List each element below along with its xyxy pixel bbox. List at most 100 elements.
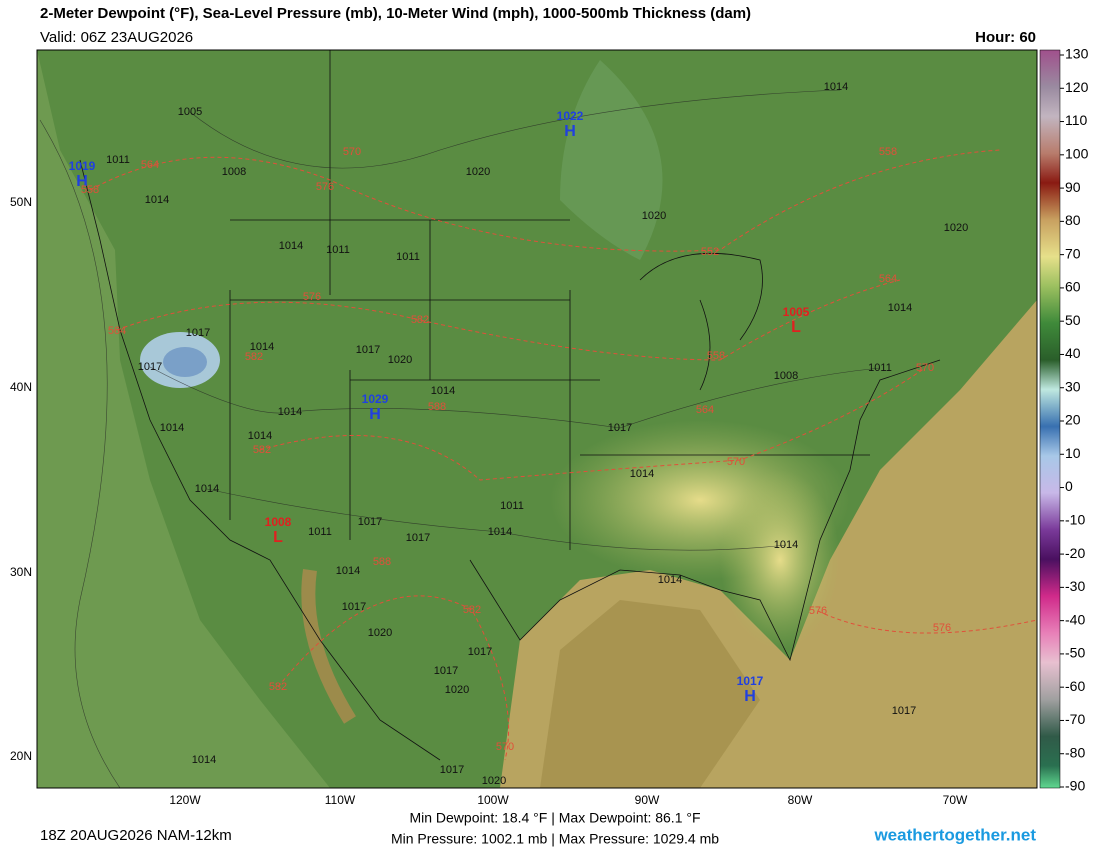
colorbar-label: 20 xyxy=(1065,412,1081,428)
center-letter: H xyxy=(76,173,88,190)
isobar-label: 1020 xyxy=(642,210,666,222)
center-value: 1017 xyxy=(737,674,764,688)
colorbar-label: 100 xyxy=(1065,146,1089,162)
isobar-label: 1020 xyxy=(445,684,469,696)
isobar-label: 1017 xyxy=(186,327,210,339)
colorbar-label: 30 xyxy=(1065,378,1081,394)
colorbar-label: 0 xyxy=(1065,478,1073,494)
colorbar-label: -40 xyxy=(1065,611,1085,627)
isobar-label: 1011 xyxy=(106,154,130,166)
colorbar-label: 90 xyxy=(1065,179,1081,195)
isobar-label: 1011 xyxy=(868,362,892,374)
thickness-label: 570 xyxy=(496,741,514,753)
thickness-label: 582 xyxy=(253,444,271,456)
center-letter: L xyxy=(273,529,283,546)
lat-label: 50N xyxy=(10,195,32,209)
map-frame xyxy=(36,49,1038,789)
thickness-label: 576 xyxy=(303,291,321,303)
isobar-label: 1014 xyxy=(248,430,272,442)
model-run: 18Z 20AUG2026 NAM-12km xyxy=(40,827,232,844)
lon-label: 120W xyxy=(169,793,201,807)
thickness-label: 570 xyxy=(727,456,745,468)
isobar-label: 1008 xyxy=(774,370,798,382)
colorbar-label: 10 xyxy=(1065,445,1081,461)
center-letter: H xyxy=(369,406,381,423)
map xyxy=(37,50,1037,788)
thickness-label: 588 xyxy=(373,556,391,568)
colorbar-label: 60 xyxy=(1065,279,1081,295)
valid-time: Valid: 06Z 23AUG2026 xyxy=(40,29,193,46)
lon-label: 80W xyxy=(788,793,813,807)
isobar-label: 1017 xyxy=(138,361,162,373)
thickness-label: 570 xyxy=(343,146,361,158)
isobar-label: 1020 xyxy=(482,775,506,787)
isobar-label: 1014 xyxy=(278,406,302,418)
isobar-label: 1017 xyxy=(892,705,916,717)
isobar-label: 1011 xyxy=(396,251,420,263)
isobar-label: 1008 xyxy=(222,166,246,178)
colorbar-label: -80 xyxy=(1065,744,1085,760)
thickness-label: 564 xyxy=(108,325,126,337)
isobar-label: 1014 xyxy=(195,483,219,495)
thickness-label: 564 xyxy=(696,404,714,416)
thickness-label: 582 xyxy=(269,681,287,693)
colorbar-label: -30 xyxy=(1065,578,1085,594)
isobar-label: 1014 xyxy=(774,539,798,551)
lon-label: 110W xyxy=(325,793,356,807)
isobar-label: 1017 xyxy=(434,665,458,677)
isobar-label: 1017 xyxy=(358,516,382,528)
thickness-label: 558 xyxy=(81,184,99,196)
colorbar-label: -10 xyxy=(1065,512,1085,528)
isobar-label: 1014 xyxy=(888,302,912,314)
isobar-label: 1014 xyxy=(279,240,303,252)
center-value: 1022 xyxy=(557,109,584,123)
thickness-label: 588 xyxy=(428,401,446,413)
isobar-label: 1014 xyxy=(658,574,682,586)
isobar-label: 1017 xyxy=(342,601,366,613)
colorbar-label: 70 xyxy=(1065,245,1081,261)
thickness-label: 558 xyxy=(707,350,725,362)
colorbar-label: 130 xyxy=(1065,46,1089,62)
thickness-label: 564 xyxy=(141,159,159,171)
isobar-label: 1014 xyxy=(145,194,169,206)
thickness-label: 576 xyxy=(809,605,827,617)
isobar-label: 1005 xyxy=(178,106,202,118)
center-letter: H xyxy=(744,688,756,705)
lon-label: 70W xyxy=(943,793,968,807)
colorbar-label: 80 xyxy=(1065,212,1081,228)
isobar-label: 1014 xyxy=(192,754,216,766)
center-letter: L xyxy=(791,319,801,336)
thickness-label: 576 xyxy=(316,181,334,193)
colorbar-label: -60 xyxy=(1065,678,1085,694)
isobar-label: 1014 xyxy=(488,526,512,538)
lat-label: 30N xyxy=(10,565,32,579)
isobar-label: 1014 xyxy=(630,468,654,480)
thickness-label: 570 xyxy=(916,362,934,374)
colorbar-label: -50 xyxy=(1065,645,1085,661)
colorbar-label: 110 xyxy=(1065,112,1088,128)
isobar-label: 1020 xyxy=(466,166,490,178)
colorbar-label: 120 xyxy=(1065,79,1089,95)
isobar-label: 1017 xyxy=(356,344,380,356)
center-value: 1029 xyxy=(362,392,389,406)
thickness-label: 564 xyxy=(879,273,897,285)
center-value: 1005 xyxy=(783,305,810,319)
center-letter: H xyxy=(564,123,576,140)
thickness-label: 552 xyxy=(701,246,719,258)
lon-label: 100W xyxy=(477,793,509,807)
colorbar-label: -20 xyxy=(1065,545,1085,561)
center-value: 1019 xyxy=(69,159,96,173)
thickness-label: 582 xyxy=(245,351,263,363)
isobar-label: 1014 xyxy=(824,81,848,93)
isobar-label: 1017 xyxy=(440,764,464,776)
isobar-label: 1014 xyxy=(160,422,184,434)
colorbar-label: -70 xyxy=(1065,711,1085,727)
colorbar xyxy=(1039,49,1061,789)
pressure-range: Min Pressure: 1002.1 mb | Max Pressure: … xyxy=(391,831,719,847)
thickness-label: 582 xyxy=(463,604,481,616)
isobar-label: 1011 xyxy=(308,526,332,538)
site-name: weathertogether.net xyxy=(873,825,1036,844)
lat-label: 40N xyxy=(10,380,32,394)
dewpoint-range: Min Dewpoint: 18.4 °F | Max Dewpoint: 86… xyxy=(409,810,700,826)
